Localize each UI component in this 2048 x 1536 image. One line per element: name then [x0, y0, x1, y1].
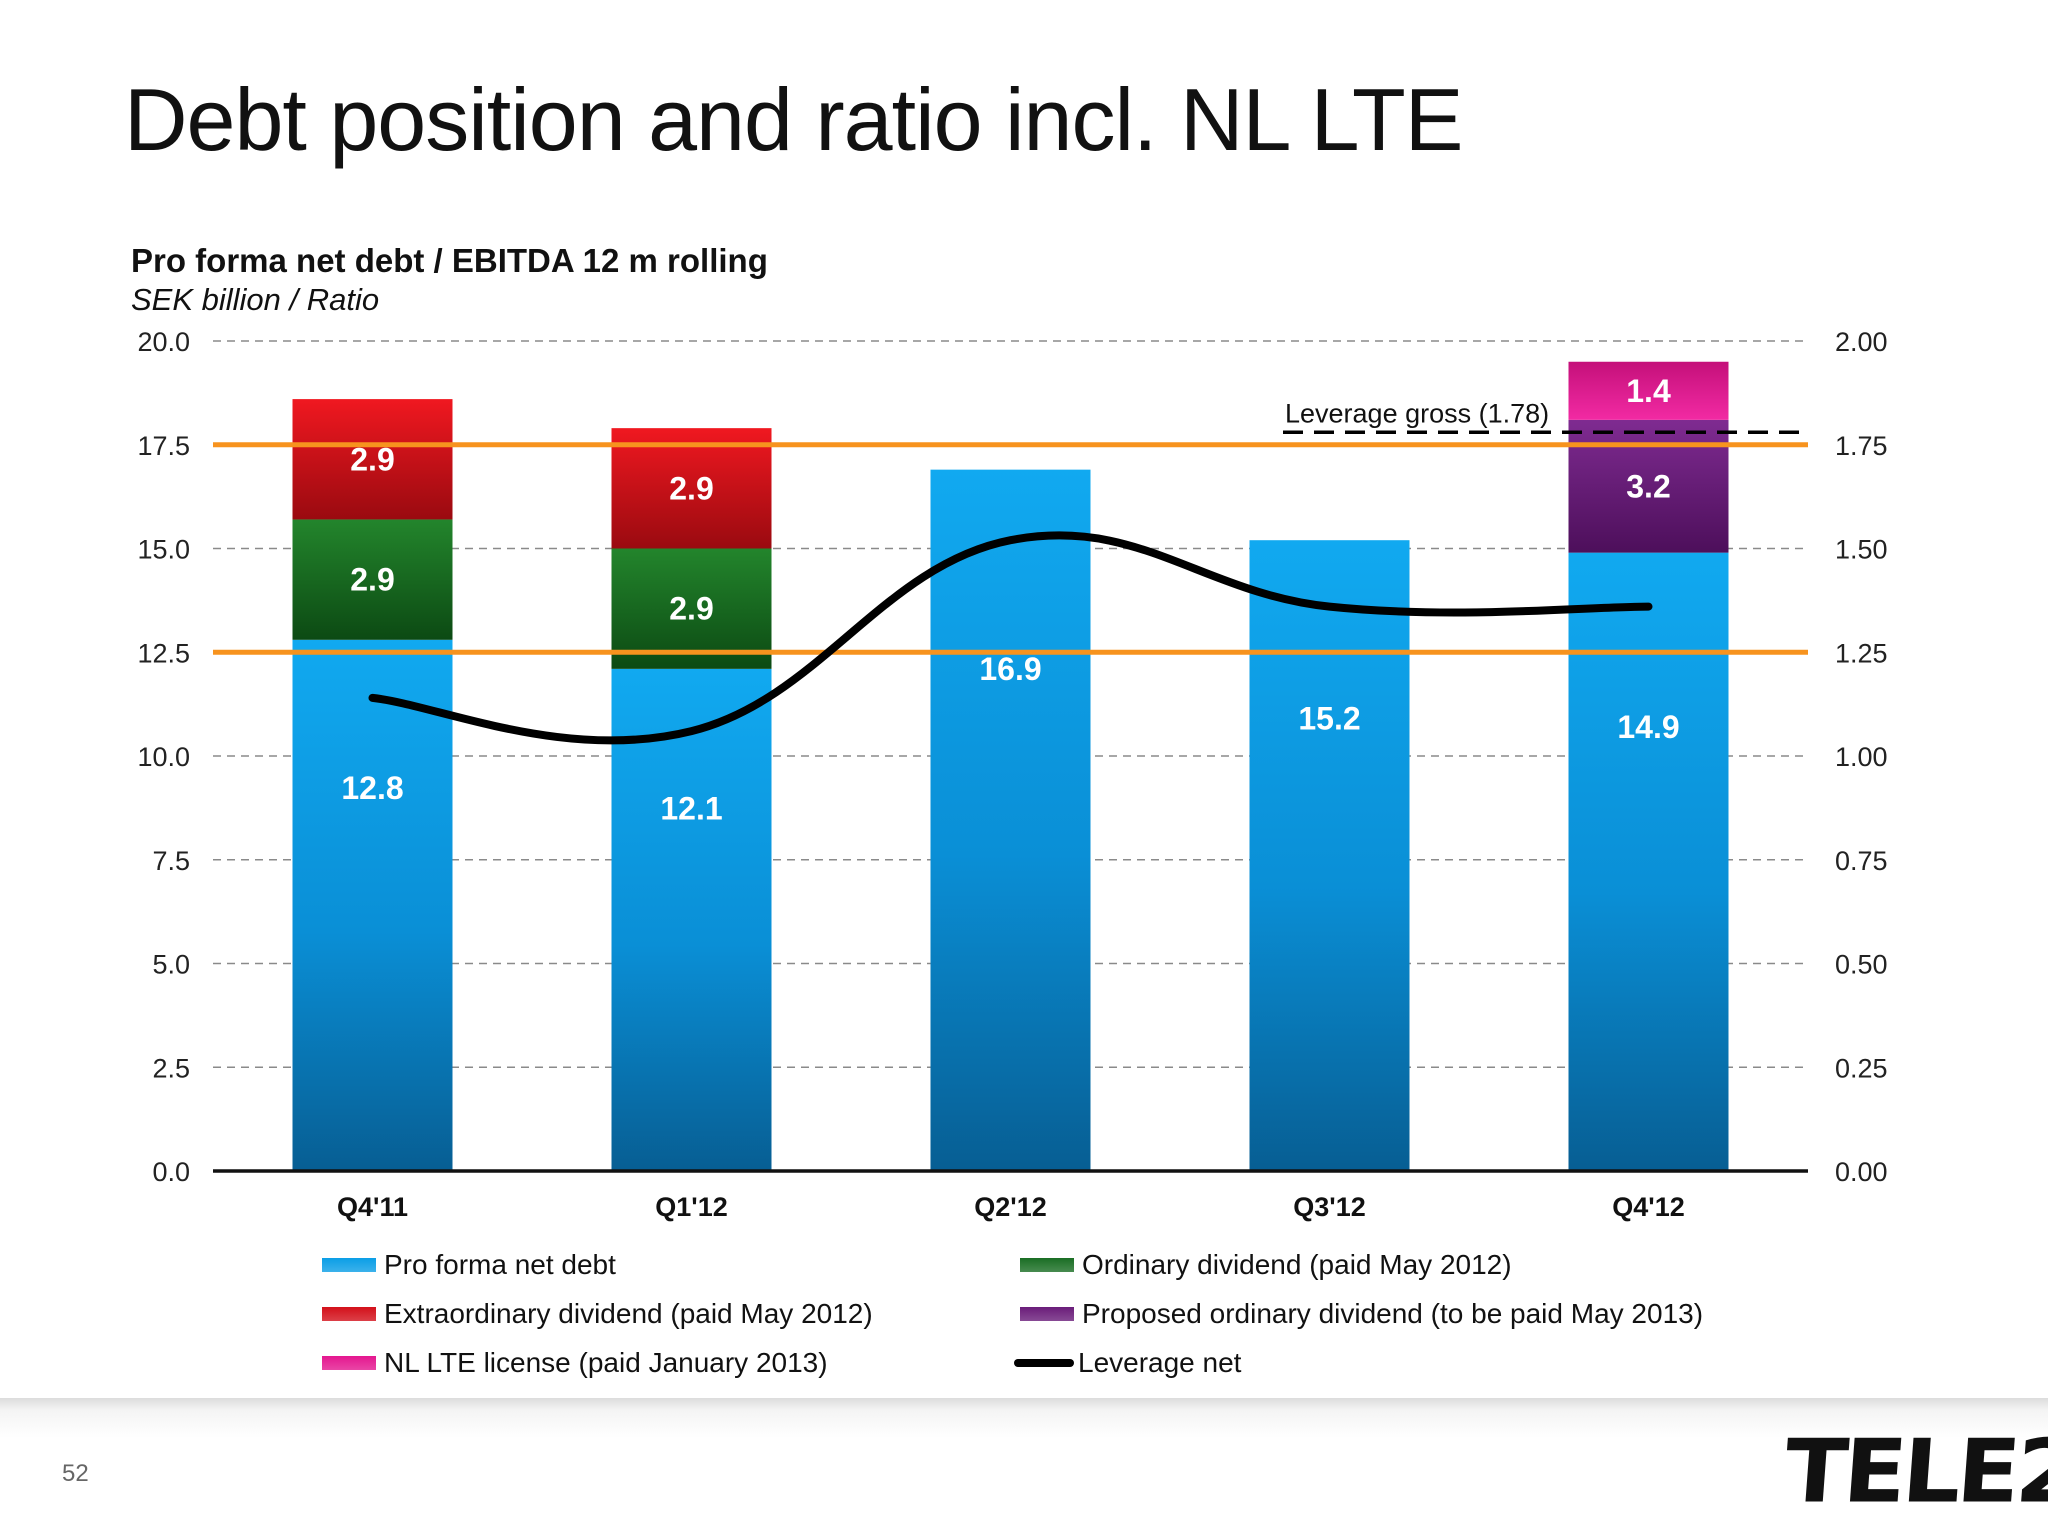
- legend-swatch: [322, 1258, 376, 1272]
- bar-segment: [1568, 552, 1729, 1171]
- x-category-label: Q3'12: [1293, 1192, 1365, 1222]
- bar-segment: [292, 519, 453, 640]
- y-right-tick-label: 1.50: [1835, 535, 1888, 565]
- y-left-tick-label: 12.5: [137, 638, 190, 668]
- bar-segment: [292, 639, 453, 1171]
- bar-data-label: 2.9: [669, 470, 713, 506]
- bar-segment: [611, 548, 772, 669]
- data-labels: 12.8 12.1 16.9 15.2 14.9 2.9 2.9 2.9 2.9 3.2 1.4 Le…: [341, 373, 1679, 827]
- y-right-tick-label: 1.75: [1835, 431, 1888, 461]
- y-right-tick-label: 0.50: [1835, 950, 1888, 980]
- legend-line-swatch: [1014, 1359, 1074, 1367]
- y-right-tick-label: 1.25: [1835, 638, 1888, 668]
- y-left-tick-label: 17.5: [137, 431, 190, 461]
- debt-chart: 12.8 12.1 16.9 15.2 14.9 2.9 2.9 2.9 2.9 3.2 1.4 Le…: [137, 327, 1887, 1222]
- legend-item: Extraordinary dividend (paid May 2012): [322, 1294, 873, 1334]
- bar-segment: [1249, 540, 1410, 1171]
- leverage-net-line: [368, 531, 1653, 745]
- bar-segment: [292, 399, 453, 520]
- page-number: 52: [62, 1460, 89, 1487]
- leverage-line: [368, 531, 1653, 745]
- legend-label: NL LTE license (paid January 2013): [384, 1347, 828, 1378]
- chart-subtitle: SEK billion / Ratio: [131, 282, 380, 317]
- bar-data-label: 2.9: [669, 591, 713, 627]
- bar-data-label: 14.9: [1617, 709, 1679, 745]
- y-left-tick-label: 0.0: [152, 1157, 190, 1187]
- y-left-tick-label: 10.0: [137, 742, 190, 772]
- bar-data-label: 3.2: [1626, 468, 1670, 504]
- legend-label: Pro forma net debt: [384, 1249, 616, 1280]
- y-left-tick-label: 2.5: [152, 1053, 190, 1083]
- y-right-tick-label: 0.75: [1835, 846, 1888, 876]
- y-left-tick-label: 5.0: [152, 950, 190, 980]
- legend-swatch: [322, 1307, 376, 1321]
- axes: 0.0 0.00 2.5 0.25 5.0 0.50 7.5 0.75 10.0 1.00 12.5…: [137, 327, 1887, 1222]
- footer-band: [0, 1398, 2048, 1536]
- x-category-label: Q4'11: [337, 1192, 408, 1222]
- legend-item: Leverage net: [1014, 1343, 1241, 1383]
- legend-item: Ordinary dividend (paid May 2012): [1020, 1245, 1512, 1285]
- bar-data-label: 12.1: [660, 790, 722, 826]
- bar-segment: [1568, 419, 1729, 553]
- bar-segment: [1568, 361, 1729, 420]
- y-right-tick-label: 0.00: [1835, 1157, 1888, 1187]
- y-left-tick-label: 20.0: [137, 327, 190, 357]
- x-category-label: Q2'12: [974, 1192, 1046, 1222]
- bar-data-label: 2.9: [350, 562, 394, 598]
- x-category-label: Q4'12: [1612, 1192, 1684, 1222]
- y-left-tick-label: 7.5: [152, 846, 190, 876]
- bars: [292, 361, 1729, 1171]
- legend-label: Leverage net: [1078, 1347, 1242, 1378]
- x-category-label: Q1'12: [655, 1192, 727, 1222]
- gross-leverage-label: Leverage gross (1.78): [1285, 398, 1549, 428]
- bar-data-label: 2.9: [350, 441, 394, 477]
- bar-segment: [611, 428, 772, 549]
- chart-title: Pro forma net debt / EBITDA 12 m rolling: [131, 242, 768, 279]
- y-right-tick-label: 1.00: [1835, 742, 1888, 772]
- legend-label: Proposed ordinary dividend (to be paid M…: [1082, 1298, 1704, 1329]
- legend-label: Ordinary dividend (paid May 2012): [1082, 1249, 1512, 1280]
- y-right-tick-label: 2.00: [1835, 327, 1888, 357]
- legend-swatch: [1020, 1258, 1074, 1272]
- reference-lines: [213, 430, 1808, 655]
- legend-item: NL LTE license (paid January 2013): [322, 1343, 828, 1383]
- slide-title: Debt position and ratio incl. NL LTE: [124, 70, 1463, 169]
- bar-segment: [611, 668, 772, 1171]
- legend-swatch: [1020, 1307, 1074, 1321]
- bar-data-label: 12.8: [341, 770, 403, 806]
- bar-data-label: 16.9: [979, 651, 1041, 687]
- tele2-logo: TELE2: [1781, 1420, 2048, 1523]
- y-right-tick-label: 0.25: [1835, 1053, 1888, 1083]
- bar-data-label: 1.4: [1626, 373, 1671, 409]
- legend-swatch: [322, 1356, 376, 1370]
- legend: Pro forma net debt Ordinary dividend (pai…: [0, 1245, 2048, 1395]
- y-left-tick-label: 15.0: [137, 535, 190, 565]
- bar-data-label: 15.2: [1298, 700, 1360, 736]
- legend-label: Extraordinary dividend (paid May 2012): [384, 1298, 873, 1329]
- legend-item: Proposed ordinary dividend (to be paid M…: [1020, 1294, 1703, 1334]
- bar-segment: [930, 469, 1091, 1171]
- legend-item: Pro forma net debt: [322, 1245, 616, 1285]
